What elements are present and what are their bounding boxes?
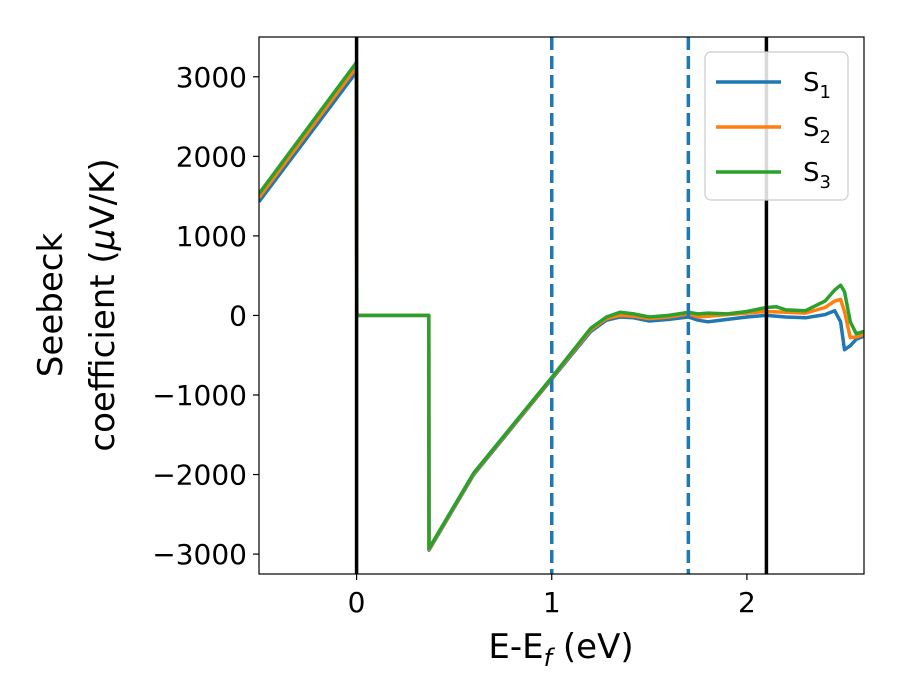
- y-axis-title-prefix: coefficient (: [83, 250, 123, 451]
- y-tick-label: 3000: [176, 61, 247, 94]
- legend-label-2: S2: [803, 113, 831, 148]
- x-axis-title-main: E-E: [488, 627, 543, 667]
- x-axis-title-unit: (eV): [552, 627, 634, 667]
- y-tick-label: 2000: [176, 140, 247, 173]
- series-line-3: [259, 60, 864, 551]
- x-tick-label: 0: [348, 586, 366, 619]
- y-tick-label: −1000: [152, 379, 247, 412]
- y-tick-label: 0: [229, 299, 247, 332]
- y-tick-label: 1000: [176, 220, 247, 253]
- y-axis-title-unit: V/K): [83, 158, 123, 228]
- y-tick-label: −2000: [152, 459, 247, 492]
- x-axis-title: E-Ef (eV): [488, 627, 633, 672]
- axis-ticks: 0 1 2 3000 2000 1000 0 −1000 −2000 −3000: [152, 61, 756, 619]
- legend-label-1: S1: [803, 68, 831, 103]
- x-tick-label: 2: [738, 586, 756, 619]
- y-axis-title: Seebeck coefficient (μV/K): [31, 158, 123, 451]
- plot-frame: [258, 36, 865, 575]
- y-axis-title-mu: μ: [83, 229, 123, 252]
- x-tick-label: 1: [543, 586, 561, 619]
- y-tick-label: −3000: [152, 538, 247, 571]
- legend: S1 S2 S3: [704, 51, 849, 201]
- y-axis-title-line2: coefficient (μV/K): [83, 158, 123, 451]
- legend-label-3: S3: [803, 158, 831, 193]
- y-axis-title-line1: Seebeck: [31, 233, 71, 378]
